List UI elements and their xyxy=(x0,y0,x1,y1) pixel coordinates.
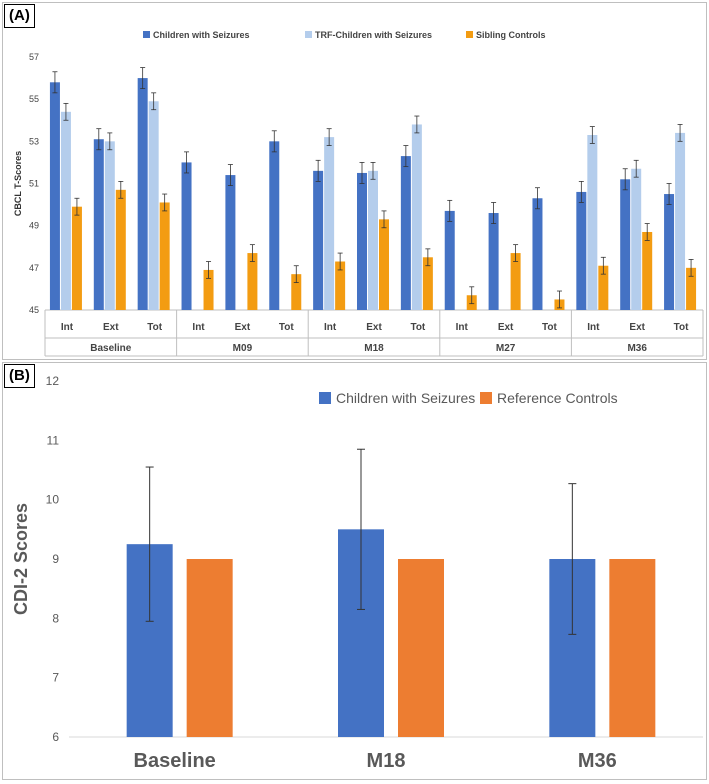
bar xyxy=(159,202,170,310)
bar xyxy=(104,141,115,310)
cdi2-chart: Children with Seizures Reference Controls… xyxy=(11,374,703,772)
bar xyxy=(400,156,411,310)
legend-label: TRF-Children with Seizures xyxy=(315,30,432,40)
bar xyxy=(60,111,71,310)
subcategory-label: Int xyxy=(456,322,469,333)
bar xyxy=(609,559,656,737)
bar xyxy=(247,253,258,310)
panel-a: Children with Seizures TRF-Children with … xyxy=(2,2,707,360)
bar xyxy=(576,191,587,310)
y-tick-label: 45 xyxy=(29,305,39,315)
bar xyxy=(631,168,642,310)
legend-swatch xyxy=(466,31,473,38)
bar xyxy=(93,139,104,310)
bar xyxy=(186,559,233,737)
bar xyxy=(532,198,543,310)
bar xyxy=(444,210,455,310)
y-tick-label: 7 xyxy=(52,671,59,685)
subcategory-label: Int xyxy=(192,322,205,333)
y-tick-label: 10 xyxy=(46,493,60,507)
legend-swatch xyxy=(305,31,312,38)
y-tick-label: 6 xyxy=(52,730,59,744)
y-tick-label: 8 xyxy=(52,611,59,625)
subcategory-label: Tot xyxy=(674,322,689,333)
legend-label: Sibling Controls xyxy=(476,30,546,40)
bar xyxy=(510,253,521,310)
y-tick-label: 55 xyxy=(29,94,39,104)
subcategory-label: Tot xyxy=(410,322,425,333)
bar xyxy=(203,269,214,310)
group-label: M09 xyxy=(233,343,253,354)
y-axis-label: CBCL T-Scores xyxy=(13,151,23,216)
y-tick-label: 53 xyxy=(29,136,39,146)
bar xyxy=(620,179,631,310)
bar xyxy=(411,124,422,310)
y-tick-label: 47 xyxy=(29,263,39,273)
subcategory-label: Ext xyxy=(235,322,251,333)
bar xyxy=(422,257,433,310)
category-label: Baseline xyxy=(134,750,216,772)
group-label: M36 xyxy=(627,343,647,354)
subcategory-label: Int xyxy=(587,322,600,333)
bar xyxy=(664,194,675,310)
bar xyxy=(357,172,367,310)
bar xyxy=(291,274,302,310)
category-label: M18 xyxy=(367,750,406,772)
bar xyxy=(398,559,444,737)
bar xyxy=(335,261,346,310)
bar xyxy=(368,170,378,310)
panel-b: Children with Seizures Reference Controls… xyxy=(2,362,707,780)
y-tick-label: 9 xyxy=(52,552,59,566)
cbcl-chart: Children with Seizures TRF-Children with … xyxy=(13,30,704,357)
subcategory-label: Int xyxy=(61,322,74,333)
bar xyxy=(642,231,653,310)
legend-label: Children with Seizures xyxy=(153,30,250,40)
subcategory-label: Tot xyxy=(542,322,557,333)
bar xyxy=(269,141,280,310)
category-label: M36 xyxy=(578,750,617,772)
bar xyxy=(313,170,324,310)
y-tick-label: 51 xyxy=(29,179,39,189)
bar xyxy=(181,162,192,310)
bar xyxy=(225,175,236,310)
subcategory-label: Ext xyxy=(103,322,119,333)
bar xyxy=(379,219,389,310)
panel-b-label: (B) xyxy=(4,364,35,388)
group-label: M18 xyxy=(364,343,384,354)
y-axis-label: CDI-2 Scores xyxy=(11,503,31,615)
bar xyxy=(686,267,697,310)
y-tick-label: 12 xyxy=(46,374,60,388)
bar xyxy=(598,265,609,310)
group-label: M27 xyxy=(496,343,516,354)
bar xyxy=(71,206,82,310)
subcategory-label: Ext xyxy=(629,322,645,333)
bar xyxy=(675,132,686,310)
bar xyxy=(488,213,499,310)
bar xyxy=(115,189,126,310)
group-label: Baseline xyxy=(90,343,132,354)
legend-label: Children with Seizures xyxy=(336,390,475,406)
subcategory-label: Ext xyxy=(366,322,382,333)
legend-swatch xyxy=(480,392,492,404)
y-tick-label: 57 xyxy=(29,52,39,62)
bar xyxy=(587,135,598,310)
legend-label: Reference Controls xyxy=(497,390,618,406)
bar xyxy=(49,82,60,310)
legend-swatch xyxy=(319,392,331,404)
bar xyxy=(324,137,335,310)
subcategory-label: Int xyxy=(324,322,337,333)
legend-swatch xyxy=(143,31,150,38)
subcategory-label: Ext xyxy=(498,322,514,333)
y-tick-label: 11 xyxy=(47,433,60,447)
bar xyxy=(137,78,148,310)
subcategory-label: Tot xyxy=(147,322,162,333)
bar xyxy=(148,101,159,311)
y-tick-label: 49 xyxy=(29,221,39,231)
panel-a-label: (A) xyxy=(4,4,35,28)
subcategory-label: Tot xyxy=(279,322,294,333)
